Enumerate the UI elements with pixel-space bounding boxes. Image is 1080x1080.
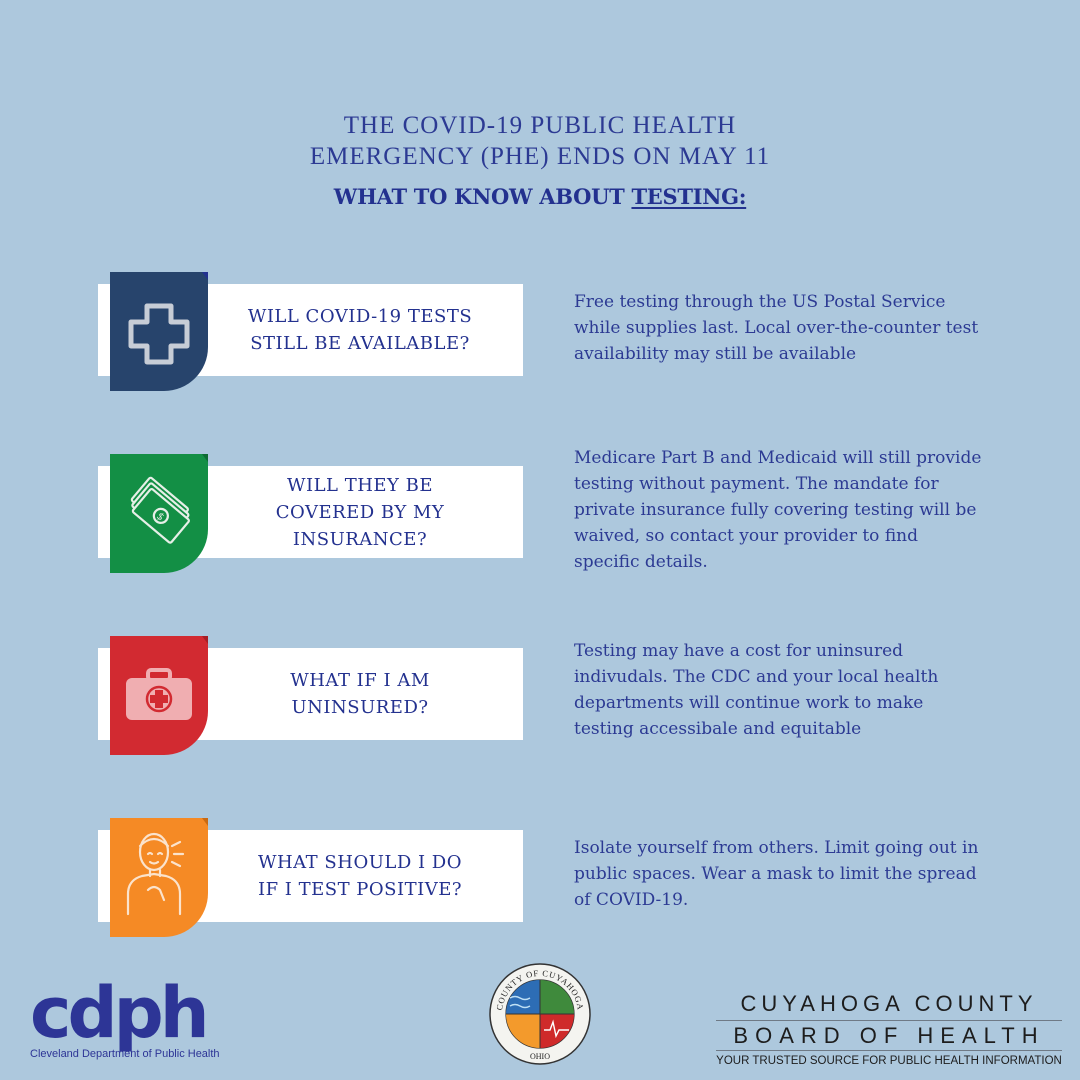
ccbh-tagline: YOUR TRUSTED SOURCE FOR PUBLIC HEALTH IN…	[716, 1050, 1062, 1067]
question-line: INSURANCE?	[292, 528, 428, 550]
svg-text:$: $	[154, 511, 166, 524]
question-text: WHAT SHOULD I DO IF I TEST POSITIVE?	[210, 830, 510, 922]
question-text: WILL COVID-19 TESTS STILL BE AVAILABLE?	[210, 284, 510, 376]
subtitle-prefix: WHAT TO KNOW ABOUT	[333, 184, 632, 209]
answer-line: Testing may have a cost for uninsured	[574, 641, 904, 661]
question-line: UNINSURED?	[291, 697, 429, 718]
icon-tile	[110, 636, 208, 755]
answer-line: indivudals. The CDC and your local healt…	[574, 667, 939, 687]
question-line: WILL THEY BE	[286, 474, 434, 496]
answer-line: availability may still be available	[574, 344, 857, 364]
answer-line: Isolate yourself from others. Limit goin…	[574, 838, 979, 858]
answer-line: waived, so contact your provider to find	[574, 526, 918, 546]
answer-text: Free testing through the US Postal Servi…	[574, 289, 1044, 367]
cdph-name: Cleveland Department of Public Health	[30, 1048, 220, 1060]
question-text: WHAT IF I AM UNINSURED?	[210, 648, 510, 740]
question-line: STILL BE AVAILABLE?	[250, 333, 470, 354]
page-title-line-1: THE COVID-19 PUBLIC HEALTH	[343, 112, 737, 139]
header: THE COVID-19 PUBLIC HEALTH EMERGENCY (PH…	[0, 110, 1080, 209]
subtitle-underlined: TESTING:	[631, 184, 747, 209]
question-line: COVERED BY MY	[275, 501, 445, 523]
answer-line: public spaces. Wear a mask to limit the …	[574, 864, 977, 884]
answer-line: while supplies last. Local over-the-coun…	[574, 318, 979, 338]
answer-line: specific details.	[574, 552, 708, 572]
page-subtitle: WHAT TO KNOW ABOUT TESTING:	[0, 184, 1080, 209]
cdph-logo-block: cdph Cleveland Department of Public Heal…	[30, 972, 220, 1060]
answer-line: of COVID-19.	[574, 890, 689, 910]
question-line: IF I TEST POSITIVE?	[257, 879, 463, 900]
first-aid-kit-icon	[126, 636, 208, 720]
cdph-logo: cdph	[30, 972, 210, 1054]
answer-line: Medicare Part B and Medicaid will still …	[574, 448, 982, 468]
seal-bottom-text: OHIO	[530, 1052, 550, 1061]
icon-tile: $	[110, 454, 208, 573]
ccbh-logo-block: CUYAHOGA COUNTY BOARD OF HEALTH YOUR TRU…	[716, 992, 1062, 1067]
answer-line: Free testing through the US Postal Servi…	[574, 292, 946, 312]
answer-line: private insurance fully covering testing…	[574, 500, 977, 520]
money-icon: $	[130, 454, 208, 544]
question-line: WHAT IF I AM	[290, 670, 430, 691]
medical-cross-icon	[128, 272, 208, 365]
question-line: WILL COVID-19 TESTS	[247, 306, 473, 327]
answer-line: departments will continue work to make	[574, 693, 924, 713]
answer-text: Isolate yourself from others. Limit goin…	[574, 835, 1044, 913]
ccbh-line-2: BOARD OF HEALTH	[716, 1020, 1062, 1048]
question-text: WILL THEY BE COVERED BY MY INSURANCE?	[210, 466, 510, 558]
icon-tile	[110, 818, 208, 937]
sick-person-icon	[126, 818, 208, 916]
ccbh-line-1: CUYAHOGA COUNTY	[740, 991, 1038, 1016]
icon-tile	[110, 272, 208, 391]
answer-line: testing accessibale and equitable	[574, 719, 862, 739]
answer-text: Medicare Part B and Medicaid will still …	[574, 445, 1044, 575]
page-title-line-2: EMERGENCY (PHE) ENDS ON MAY 11	[309, 143, 771, 170]
answer-text: Testing may have a cost for uninsured in…	[574, 638, 1044, 742]
answer-line: testing without payment. The mandate for	[574, 474, 939, 494]
question-line: WHAT SHOULD I DO	[257, 852, 462, 873]
county-seal-logo: COUNTY OF CUYAHOGA OHIO	[489, 963, 591, 1065]
